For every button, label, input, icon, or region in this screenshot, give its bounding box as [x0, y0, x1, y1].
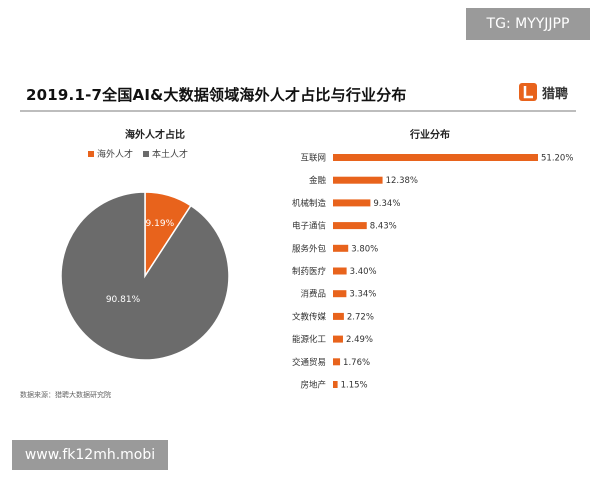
bar-category-label-1: 金融	[309, 175, 327, 186]
bar-value-label-5: 3.40%	[350, 267, 377, 277]
legend-label-overseas: 海外人才	[97, 150, 134, 160]
bar-category-label-9: 交通贸易	[292, 357, 326, 368]
legend-item-domestic: 本土人才	[143, 147, 188, 160]
bar-value-label-4: 3.80%	[351, 244, 378, 254]
bar-value-label-10: 1.15%	[341, 381, 368, 391]
bar-1	[333, 176, 383, 184]
bar-3	[333, 222, 367, 230]
legend-swatch-domestic	[143, 150, 150, 157]
pie-slice-label-1: 90.81%	[106, 295, 141, 305]
bar-chart: 互联网 51.20% 金融 12.38% 机械制造 9.34% 电子通信 8.43% 服务外包 3…	[292, 154, 573, 391]
bar-category-label-10: 房地产	[300, 380, 326, 391]
bar-9	[333, 358, 341, 366]
legend-item-overseas: 海外人才	[88, 147, 133, 160]
pie-chart-title: 海外人才占比	[125, 130, 185, 141]
bar-category-label-6: 消费品	[300, 289, 326, 300]
watermark-top-badge: TG: MYYJJPP	[466, 8, 590, 40]
bar-2	[333, 199, 371, 207]
bar-8	[333, 335, 343, 343]
pie-legend: 海外人才 本土人才	[88, 147, 188, 160]
bar-value-label-3: 8.43%	[370, 222, 397, 232]
bar-6	[333, 290, 347, 298]
legend-label-domestic: 本土人才	[152, 150, 189, 160]
bar-category-label-0: 互联网	[300, 154, 326, 164]
bar-value-label-0: 51.20%	[541, 154, 573, 164]
bar-category-label-2: 机械制造	[292, 198, 327, 209]
watermark-bottom-badge: www.fk12mh.mobi	[12, 440, 168, 470]
bar-value-label-1: 12.38%	[386, 176, 418, 186]
bar-0	[333, 154, 538, 161]
liepin-logo-icon	[519, 83, 537, 101]
bar-category-label-4: 服务外包	[292, 243, 327, 254]
brand-logo: 猎聘	[518, 82, 568, 102]
bar-value-label-7: 2.72%	[347, 312, 374, 322]
bar-category-label-5: 制药医疗	[292, 266, 327, 277]
legend-swatch-overseas	[88, 150, 94, 157]
title-divider	[20, 110, 576, 112]
chart-title: 2019.1-7全国AI&大数据领域海外人才占比与行业分布	[26, 86, 407, 104]
pie-slice-1	[60, 191, 230, 361]
pie-slice-label-0: 9.19%	[146, 219, 175, 229]
bar-5	[333, 267, 347, 275]
bar-10	[333, 381, 338, 388]
bar-category-label-7: 文教传媒	[292, 311, 327, 322]
bar-value-label-8: 2.49%	[346, 335, 373, 345]
bar-value-label-6: 3.34%	[349, 290, 376, 300]
data-source-note: 数据来源：猎聘大数据研究院	[20, 391, 111, 399]
brand-name: 猎聘	[542, 86, 569, 102]
pie-chart: 9.19% 90.81%	[60, 191, 230, 361]
bar-7	[333, 312, 344, 320]
bar-value-label-9: 1.76%	[343, 358, 370, 368]
bar-category-label-8: 能源化工	[292, 334, 327, 345]
bar-value-label-2: 9.34%	[373, 199, 400, 209]
bar-chart-title: 行业分布	[410, 130, 450, 141]
bar-4	[333, 244, 349, 252]
bar-category-label-3: 电子通信	[292, 221, 327, 232]
